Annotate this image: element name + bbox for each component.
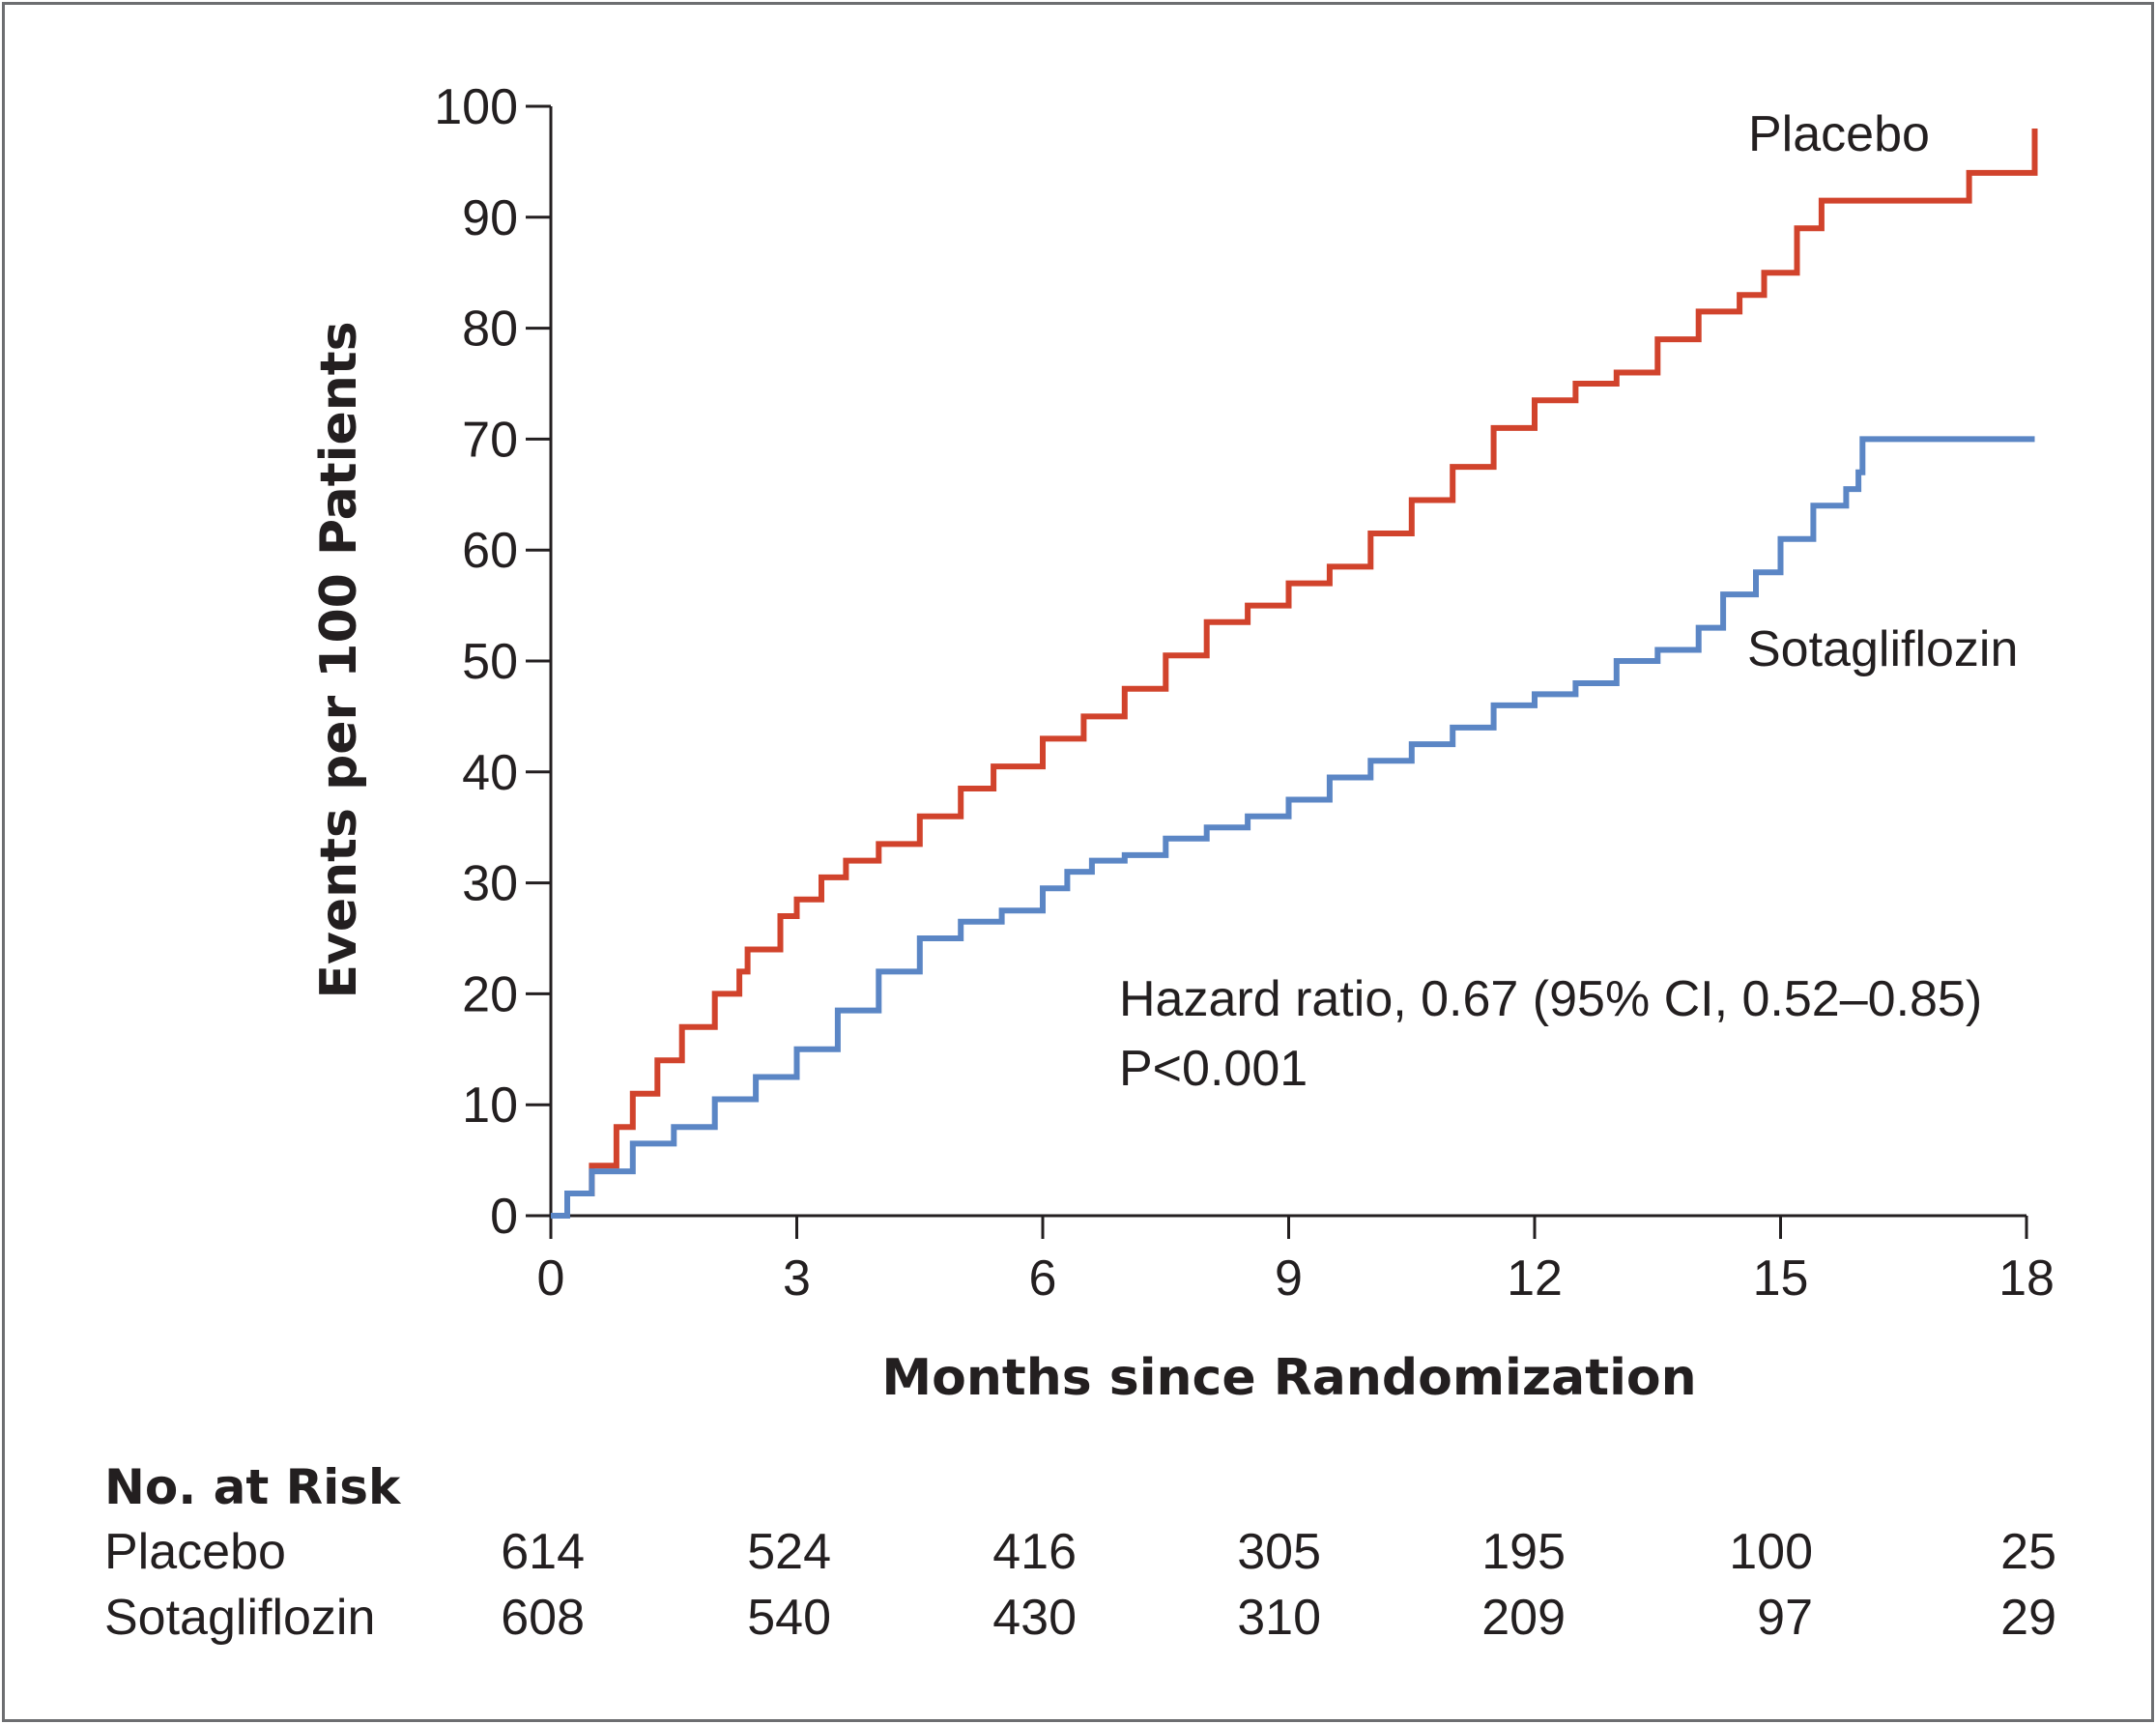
risk-count: 25 [2000, 1524, 2056, 1580]
risk-count: 100 [1729, 1524, 1813, 1580]
y-tick-label: 30 [462, 856, 518, 912]
y-tick-label: 60 [462, 523, 518, 579]
risk-count: 524 [747, 1524, 831, 1580]
series-line-placebo [551, 129, 2038, 1219]
y-tick-label: 20 [462, 966, 518, 1022]
risk-count: 97 [1757, 1590, 1813, 1646]
risk-count: 209 [1481, 1590, 1566, 1646]
risk-count: 310 [1237, 1590, 1321, 1646]
y-axis-ticks: 0 10 20 30 40 50 60 70 80 90 100 [434, 79, 551, 1245]
y-tick-label: 50 [462, 634, 518, 690]
x-tick-label: 15 [1753, 1250, 1809, 1307]
y-tick-label: 90 [462, 190, 518, 246]
risk-count: 305 [1237, 1524, 1321, 1580]
x-tick-label: 12 [1507, 1250, 1563, 1307]
risk-count: 29 [2000, 1590, 2056, 1646]
y-tick-label: 0 [490, 1189, 518, 1245]
risk-table: Placebo 614 524 416 305 195 100 25 Sotagliflozin… [104, 1524, 2056, 1646]
risk-row-label: Sotagliflozin [104, 1590, 375, 1646]
series-lines [551, 129, 2038, 1219]
risk-count: 195 [1481, 1524, 1566, 1580]
y-axis-title: Events per 100 Patients [310, 321, 368, 998]
x-tick-label: 6 [1029, 1250, 1057, 1307]
risk-count: 614 [501, 1524, 585, 1580]
y-tick-label: 70 [462, 412, 518, 468]
y-tick-label: 100 [434, 79, 518, 135]
p-value-annotation: P<0.001 [1119, 1041, 1308, 1097]
hazard-ratio-annotation: Hazard ratio, 0.67 (95% CI, 0.52–0.85) [1119, 971, 1982, 1027]
y-tick-label: 40 [462, 745, 518, 801]
x-tick-label: 9 [1275, 1250, 1303, 1307]
series-label-sotagliflozin: Sotagliflozin [1747, 621, 2018, 677]
series-line-sotagliflozin [551, 436, 2035, 1219]
series-label-placebo: Placebo [1748, 106, 1930, 162]
risk-count: 608 [501, 1590, 585, 1646]
y-tick-label: 10 [462, 1078, 518, 1134]
risk-count: 540 [747, 1590, 831, 1646]
x-axis-ticks: 0 3 6 9 12 15 18 [537, 1216, 2055, 1307]
risk-table-title: No. at Risk [104, 1459, 402, 1515]
x-tick-label: 0 [537, 1250, 565, 1307]
risk-count: 430 [992, 1590, 1077, 1646]
x-tick-label: 3 [783, 1250, 811, 1307]
risk-count: 416 [992, 1524, 1077, 1580]
x-tick-label: 18 [1998, 1250, 2055, 1307]
x-axis-title: Months since Randomization [881, 1349, 1696, 1407]
y-tick-label: 80 [462, 302, 518, 358]
risk-row-label: Placebo [104, 1524, 286, 1580]
